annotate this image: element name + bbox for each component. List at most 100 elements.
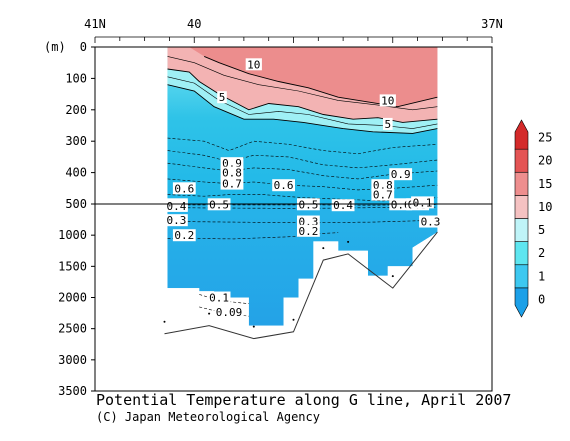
- contour-label: 0.4: [166, 200, 186, 213]
- colorbar-label: 15: [538, 177, 552, 191]
- contour-label-box: [172, 229, 196, 242]
- isotherm-line: [167, 68, 438, 123]
- contour-label-box: [272, 179, 295, 192]
- station-bottom-marker: [391, 275, 394, 278]
- isotherm-line: [167, 150, 438, 169]
- contour-label: 0.6: [391, 198, 411, 211]
- figure-title: Potential Temperature along G line, Apri…: [96, 391, 512, 409]
- colorbar-label: 5: [538, 223, 545, 237]
- contour-label: 0.8: [222, 167, 242, 180]
- contour-label-box: [383, 117, 393, 130]
- plot-frame: [94, 46, 493, 392]
- contour-label-box: [165, 199, 188, 212]
- latitude-tick-label: 37N: [481, 17, 503, 31]
- station-bottom-marker: [292, 318, 295, 321]
- isotherm-line: [167, 194, 438, 202]
- contour-label: 10: [381, 94, 394, 107]
- isotherm-line: [167, 162, 438, 180]
- colorbar-label: 2: [538, 246, 545, 260]
- colorbar-segment: [514, 264, 529, 289]
- contour-label: 0.1: [413, 196, 433, 209]
- latitude-tick-label: 41N: [84, 17, 106, 31]
- contour-label-box: [379, 94, 396, 107]
- contour-label: 0.2: [298, 225, 318, 238]
- isotherm-line: [167, 76, 438, 129]
- isotherm-line: [167, 137, 438, 155]
- contour-label: 0.7: [373, 189, 393, 202]
- depth-tick-label: 2000: [58, 291, 87, 305]
- contour-label-box: [172, 182, 196, 195]
- depth-tick-label: 200: [65, 103, 87, 117]
- axes-frame: [94, 46, 493, 392]
- contour-label-box: [419, 215, 442, 228]
- contour-label: 10: [247, 58, 260, 71]
- station-bottom-marker: [252, 325, 255, 328]
- depth-tick-label: 3500: [58, 384, 87, 398]
- contour-label-box: [220, 166, 244, 179]
- isotherm-line: [167, 84, 438, 134]
- contour-label: 5: [219, 91, 226, 104]
- contour-label: 0.6: [274, 179, 294, 192]
- contour-label-box: [165, 214, 188, 227]
- colorbar-label: 10: [538, 200, 552, 214]
- depth-tick-label: 0: [80, 40, 87, 54]
- contour-label: 5: [384, 118, 391, 131]
- contour-labels: 1010550.90.80.70.90.80.70.60.60.50.40.30…: [165, 58, 442, 319]
- sea-floor-line: [164, 231, 438, 340]
- contour-label: 0.5: [298, 198, 318, 211]
- depth-tick-label: 1500: [58, 259, 87, 273]
- colorbar-segment: [514, 218, 529, 242]
- colorbar-label: 25: [538, 131, 552, 145]
- station-bottom-marker: [322, 247, 325, 250]
- station-bottom-marker: [347, 240, 350, 243]
- lower-layer-fill: [167, 204, 438, 326]
- contour-label: 0.6: [174, 182, 194, 195]
- contour-label: 0.1: [209, 292, 229, 305]
- depth-tick-label: 100: [65, 71, 87, 85]
- contour-label: 0.4: [333, 199, 353, 212]
- colorbar-segment: [514, 148, 529, 173]
- depth-axis-unit: (m): [44, 40, 66, 54]
- colorbar-segment: [514, 195, 529, 219]
- colorbar-label: 1: [538, 269, 545, 283]
- depth-tick-label: 2500: [58, 322, 87, 336]
- contour-label-box: [389, 168, 413, 181]
- copyright-credit: (C) Japan Meteorological Agency: [96, 410, 320, 424]
- depth-axis: 0 100 200 300 400 500 1000 1500 2000 2500 3000 3500: [58, 40, 95, 398]
- depth-tick-label: 400: [65, 166, 87, 180]
- contour-label-box: [220, 177, 244, 190]
- contour-label-box: [220, 157, 244, 170]
- contour-label: 0.2: [174, 229, 194, 242]
- contour-label-box: [214, 305, 244, 318]
- colorbar-label: 0: [538, 292, 545, 306]
- contour-label-box: [371, 188, 395, 201]
- colorbar-segment: [514, 241, 529, 266]
- colorbar-segment: [514, 171, 529, 196]
- contour-label: 0.5: [209, 198, 229, 211]
- contour-label: 0.7: [222, 178, 242, 191]
- contour-label: 0.3: [166, 214, 186, 227]
- contour-label-box: [371, 179, 395, 192]
- contour-label: 0.3: [421, 216, 441, 229]
- latitude-tick-label: 40: [187, 17, 201, 31]
- isotherm-line: [167, 56, 438, 111]
- depth-tick-label: 500: [65, 197, 87, 211]
- contour-label: 0.09: [216, 306, 243, 319]
- contour-label-box: [245, 58, 262, 71]
- contour-label-box: [207, 291, 231, 304]
- contour-label-box: [297, 215, 320, 228]
- colorbar-segment: [514, 119, 529, 150]
- colorbar-label: 20: [538, 154, 552, 168]
- station-bottom-marker: [208, 312, 211, 315]
- contour-label-box: [217, 91, 227, 104]
- colorbar-segment: [514, 287, 529, 318]
- contour-label-box: [411, 196, 434, 209]
- depth-tick-label: 300: [65, 134, 87, 148]
- depth-tick-label: 1000: [58, 228, 87, 242]
- latitude-axis: 41N 40 37N: [84, 17, 503, 43]
- contour-label-box: [331, 199, 355, 212]
- depth-tick-label: 3000: [58, 353, 87, 367]
- contour-label: 0.9: [391, 168, 411, 181]
